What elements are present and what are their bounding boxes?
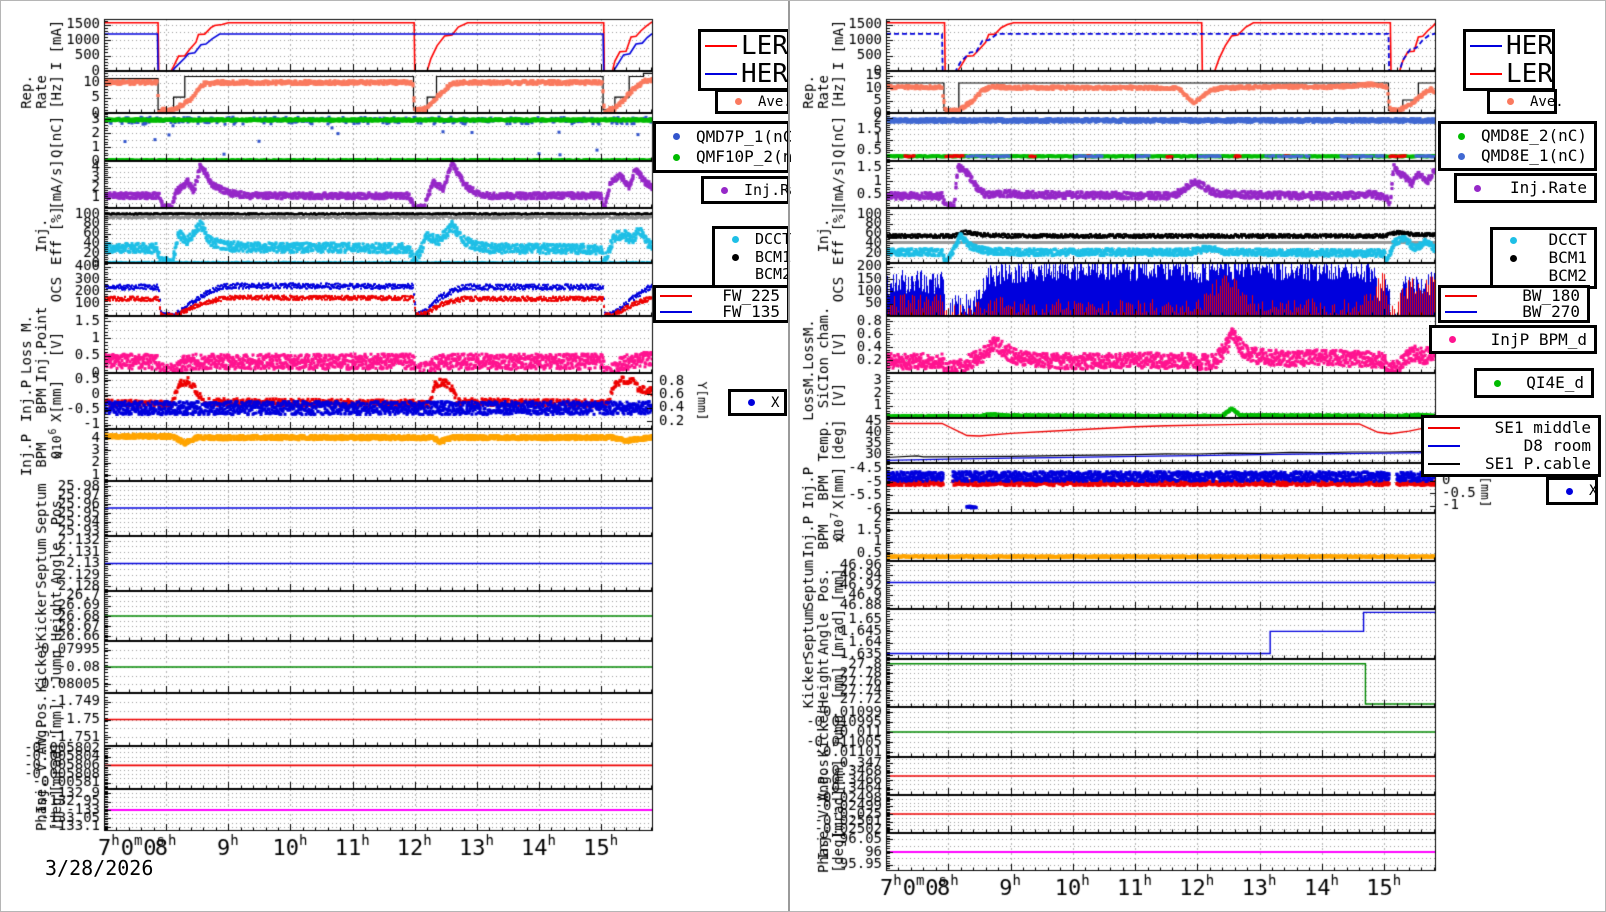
panel-divider — [788, 1, 790, 911]
her-strip-charts-canvas — [791, 1, 1605, 911]
ler-strip-charts-canvas — [1, 1, 791, 911]
ler-injection-panel: LER HER Ave. QMD7P_1(nC) QMF10P_2(nC) Inj.Rat… — [1, 1, 816, 911]
her-injection-panel: HER LER Ave. QMD8E_2(nC) QMD8E_1(nC) Inj.Rate… — [791, 1, 1605, 911]
date-label: 3/28/2026 — [45, 856, 154, 880]
